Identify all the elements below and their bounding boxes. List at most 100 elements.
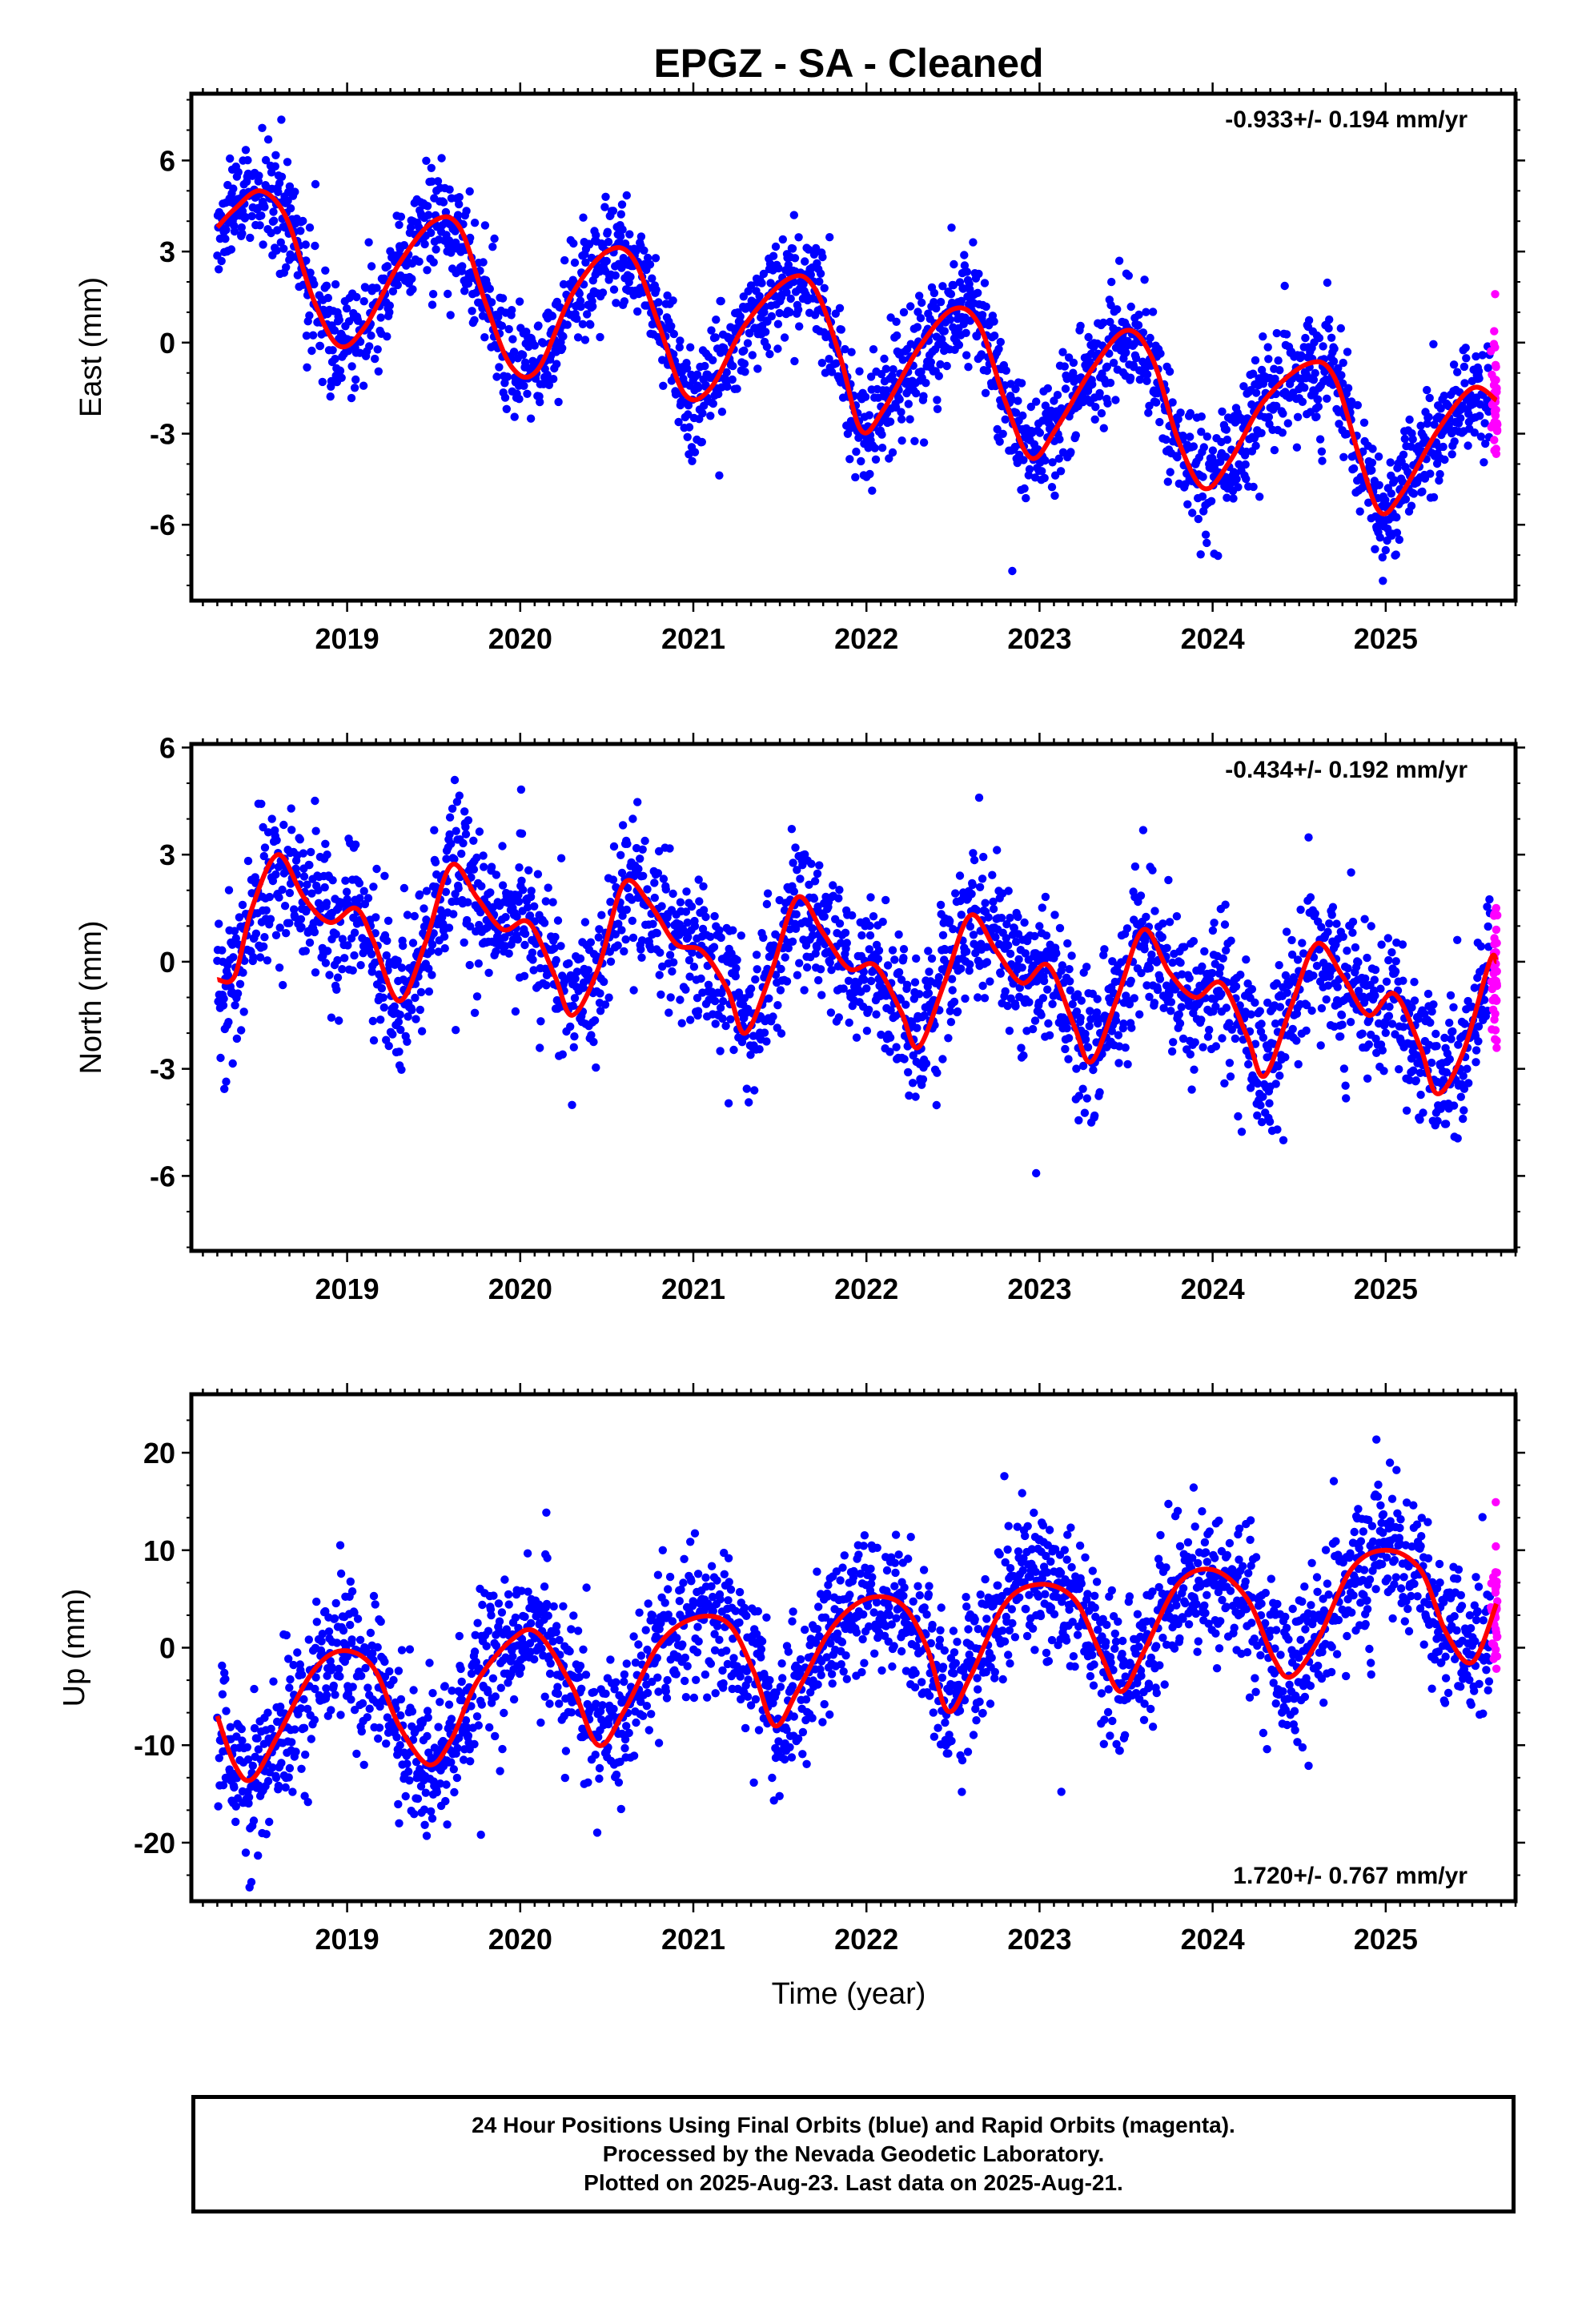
final-orbit-point — [296, 227, 305, 235]
final-orbit-point — [429, 258, 438, 267]
final-orbit-point — [1037, 1011, 1046, 1019]
final-orbit-point — [1358, 1029, 1367, 1038]
final-orbit-point — [1281, 1053, 1290, 1062]
final-orbit-point — [596, 1007, 605, 1015]
final-orbit-point — [1055, 923, 1065, 933]
final-orbit-point — [885, 1033, 895, 1042]
final-orbit-point — [1470, 428, 1480, 437]
final-orbit-point — [302, 256, 311, 265]
final-orbit-point — [1405, 415, 1414, 424]
final-orbit-point — [1060, 362, 1070, 371]
final-orbit-point — [1423, 385, 1431, 395]
final-orbit-point — [717, 408, 727, 416]
final-orbit-point — [1426, 1018, 1435, 1027]
final-orbit-point — [554, 397, 563, 407]
final-orbit-point — [487, 862, 496, 871]
final-orbit-point — [825, 233, 834, 242]
final-orbit-point — [219, 994, 228, 1003]
final-orbit-point — [552, 360, 561, 368]
final-orbit-point — [1130, 340, 1139, 348]
final-orbit-point — [586, 320, 595, 329]
final-orbit-point — [377, 984, 387, 993]
final-orbit-point — [301, 947, 310, 955]
final-orbit-point — [305, 938, 315, 947]
final-orbit-point — [1323, 278, 1332, 287]
final-orbit-point — [669, 296, 677, 305]
final-orbit-point — [808, 931, 817, 940]
final-orbit-point — [1125, 999, 1134, 1009]
final-orbit-point — [1106, 378, 1115, 388]
final-orbit-point — [1447, 450, 1456, 459]
final-orbit-point — [237, 223, 246, 232]
final-orbit-point — [930, 288, 939, 298]
final-orbit-point — [655, 971, 664, 979]
final-orbit-point — [866, 893, 875, 902]
final-orbit-point — [1411, 1076, 1421, 1085]
final-orbit-point — [966, 922, 975, 931]
final-orbit-point — [230, 227, 239, 236]
final-orbit-point — [460, 807, 469, 816]
final-orbit-point — [1030, 1016, 1040, 1025]
final-orbit-point — [613, 941, 622, 950]
final-orbit-point — [604, 993, 613, 1002]
final-orbit-point — [784, 260, 793, 269]
final-orbit-point — [676, 336, 685, 345]
final-orbit-point — [466, 922, 475, 931]
x-tick-label: 2025 — [1354, 622, 1418, 655]
final-orbit-point — [769, 251, 778, 260]
final-orbit-point — [311, 968, 320, 977]
final-orbit-point — [1316, 1041, 1325, 1050]
final-orbit-point — [258, 123, 267, 132]
final-orbit-point — [1231, 1034, 1240, 1043]
final-orbit-point — [396, 212, 406, 221]
final-orbit-point — [1399, 976, 1407, 985]
final-orbit-point — [693, 994, 702, 1003]
final-orbit-point — [385, 308, 394, 317]
final-orbit-point — [1014, 912, 1022, 922]
final-orbit-point — [1142, 308, 1150, 316]
final-orbit-point — [524, 866, 533, 875]
final-orbit-point — [393, 280, 402, 290]
final-orbit-point — [275, 963, 284, 972]
final-orbit-point — [1278, 428, 1287, 437]
final-orbit-point — [350, 951, 359, 960]
final-orbit-point — [238, 900, 247, 910]
final-orbit-point — [1111, 1016, 1121, 1025]
final-orbit-point — [1150, 907, 1159, 915]
final-orbit-point — [328, 346, 337, 355]
final-orbit-point — [1088, 380, 1097, 389]
final-orbit-point — [966, 960, 974, 969]
final-orbit-point — [933, 404, 942, 413]
final-orbit-point — [513, 935, 522, 944]
final-orbit-point — [1099, 318, 1108, 328]
final-orbit-point — [430, 826, 439, 834]
final-orbit-point — [385, 301, 394, 310]
final-orbit-point — [990, 317, 998, 326]
final-orbit-point — [459, 838, 468, 848]
final-orbit-point — [710, 996, 720, 1006]
final-orbit-point — [383, 332, 391, 341]
final-orbit-point — [260, 843, 270, 852]
final-orbit-point — [784, 943, 793, 953]
final-orbit-point — [323, 293, 332, 303]
final-orbit-point — [530, 902, 539, 911]
final-orbit-point — [866, 976, 876, 986]
final-orbit-point — [1086, 357, 1094, 367]
final-orbit-point — [893, 331, 901, 340]
final-orbit-point — [1011, 408, 1021, 417]
final-orbit-point — [765, 994, 773, 1003]
final-orbit-point — [965, 966, 974, 975]
final-orbit-point — [877, 1030, 885, 1039]
final-orbit-point — [774, 263, 783, 273]
final-orbit-point — [1222, 452, 1231, 461]
final-orbit-point — [651, 254, 661, 263]
final-orbit-point — [1375, 480, 1383, 489]
final-orbit-point — [721, 1021, 730, 1031]
final-orbit-point — [974, 793, 984, 802]
final-orbit-point — [464, 279, 473, 288]
final-orbit-point — [711, 333, 720, 342]
final-orbit-point — [572, 314, 581, 324]
final-orbit-point — [905, 415, 914, 424]
final-orbit-point — [1156, 349, 1165, 358]
final-orbit-point — [1048, 458, 1057, 467]
